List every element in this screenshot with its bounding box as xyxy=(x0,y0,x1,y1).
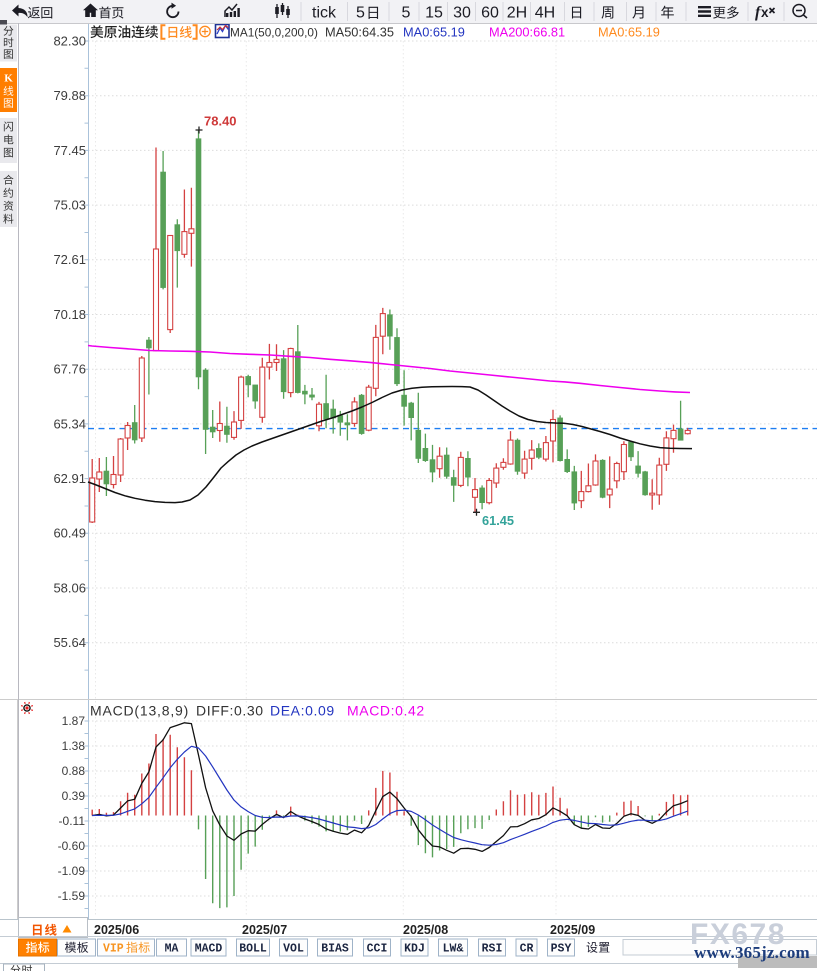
svg-text:1.38: 1.38 xyxy=(62,739,86,753)
svg-text:5: 5 xyxy=(402,5,411,22)
svg-text:5: 5 xyxy=(356,5,365,22)
svg-text:MACD(13,8,9): MACD(13,8,9) xyxy=(90,703,189,719)
svg-text:77.45: 77.45 xyxy=(53,143,86,158)
svg-text:65.34: 65.34 xyxy=(53,416,86,431)
svg-text:55.64: 55.64 xyxy=(53,635,86,650)
svg-text:82.30: 82.30 xyxy=(53,33,86,48)
svg-text:2025/09: 2025/09 xyxy=(550,923,595,937)
svg-text:tick: tick xyxy=(312,5,337,22)
svg-text:CCI: CCI xyxy=(367,943,388,956)
svg-text:67.76: 67.76 xyxy=(53,362,86,377)
svg-text:-1.59: -1.59 xyxy=(58,889,86,903)
svg-text:RSI: RSI xyxy=(482,943,503,956)
svg-text:60.49: 60.49 xyxy=(53,526,86,541)
svg-text:KDJ: KDJ xyxy=(404,943,425,956)
svg-text:VOL: VOL xyxy=(283,943,304,956)
svg-text:2025/07: 2025/07 xyxy=(242,923,287,937)
svg-text:-0.11: -0.11 xyxy=(59,814,86,828)
svg-text:0.39: 0.39 xyxy=(62,789,86,803)
svg-text:79.88: 79.88 xyxy=(53,88,86,103)
svg-text:MA200:66.81: MA200:66.81 xyxy=(489,25,565,40)
svg-text:75.03: 75.03 xyxy=(53,198,86,213)
svg-text:MACD: MACD xyxy=(195,943,223,956)
svg-text:LW&: LW& xyxy=(443,943,464,956)
svg-text:BIAS: BIAS xyxy=(321,943,349,956)
svg-text:FX678: FX678 xyxy=(690,918,786,951)
svg-text:MA0:65.19: MA0:65.19 xyxy=(403,25,465,40)
svg-text:4H: 4H xyxy=(535,5,555,22)
svg-text:1.87: 1.87 xyxy=(62,714,86,728)
svg-text:DIFF:0.30: DIFF:0.30 xyxy=(196,703,264,719)
svg-text:78.40: 78.40 xyxy=(204,114,237,129)
svg-text:f: f xyxy=(755,4,762,21)
svg-text:K: K xyxy=(4,73,13,85)
svg-text:BOLL: BOLL xyxy=(239,943,267,956)
svg-text:MA50:64.35: MA50:64.35 xyxy=(325,25,394,40)
svg-text:MA1(50,0,200,0): MA1(50,0,200,0) xyxy=(230,26,318,40)
svg-text:2H: 2H xyxy=(507,5,527,22)
svg-text:PSY: PSY xyxy=(551,943,572,956)
svg-text:MA0:65.19: MA0:65.19 xyxy=(598,25,660,40)
svg-text:58.06: 58.06 xyxy=(53,580,86,595)
svg-text:MACD:0.42: MACD:0.42 xyxy=(347,703,425,719)
svg-text:15: 15 xyxy=(425,5,443,22)
svg-text:-1.09: -1.09 xyxy=(58,864,86,878)
svg-text:www.365jz.com: www.365jz.com xyxy=(694,943,810,962)
svg-text:VIP: VIP xyxy=(103,943,124,956)
svg-text:CR: CR xyxy=(520,943,534,956)
svg-text:DEA:0.09: DEA:0.09 xyxy=(270,703,335,719)
svg-text:70.18: 70.18 xyxy=(53,307,86,322)
svg-text:60: 60 xyxy=(481,5,499,22)
svg-text:61.45: 61.45 xyxy=(482,513,514,528)
svg-text:x: x xyxy=(761,5,769,20)
svg-text:62.91: 62.91 xyxy=(53,471,86,486)
svg-text:MA: MA xyxy=(165,943,179,956)
svg-text:2025/06: 2025/06 xyxy=(94,923,139,937)
svg-text:-0.60: -0.60 xyxy=(58,839,86,853)
svg-text:72.61: 72.61 xyxy=(53,252,86,267)
svg-text:30: 30 xyxy=(453,5,471,22)
svg-text:2025/08: 2025/08 xyxy=(403,923,448,937)
svg-text:0.88: 0.88 xyxy=(62,764,86,778)
